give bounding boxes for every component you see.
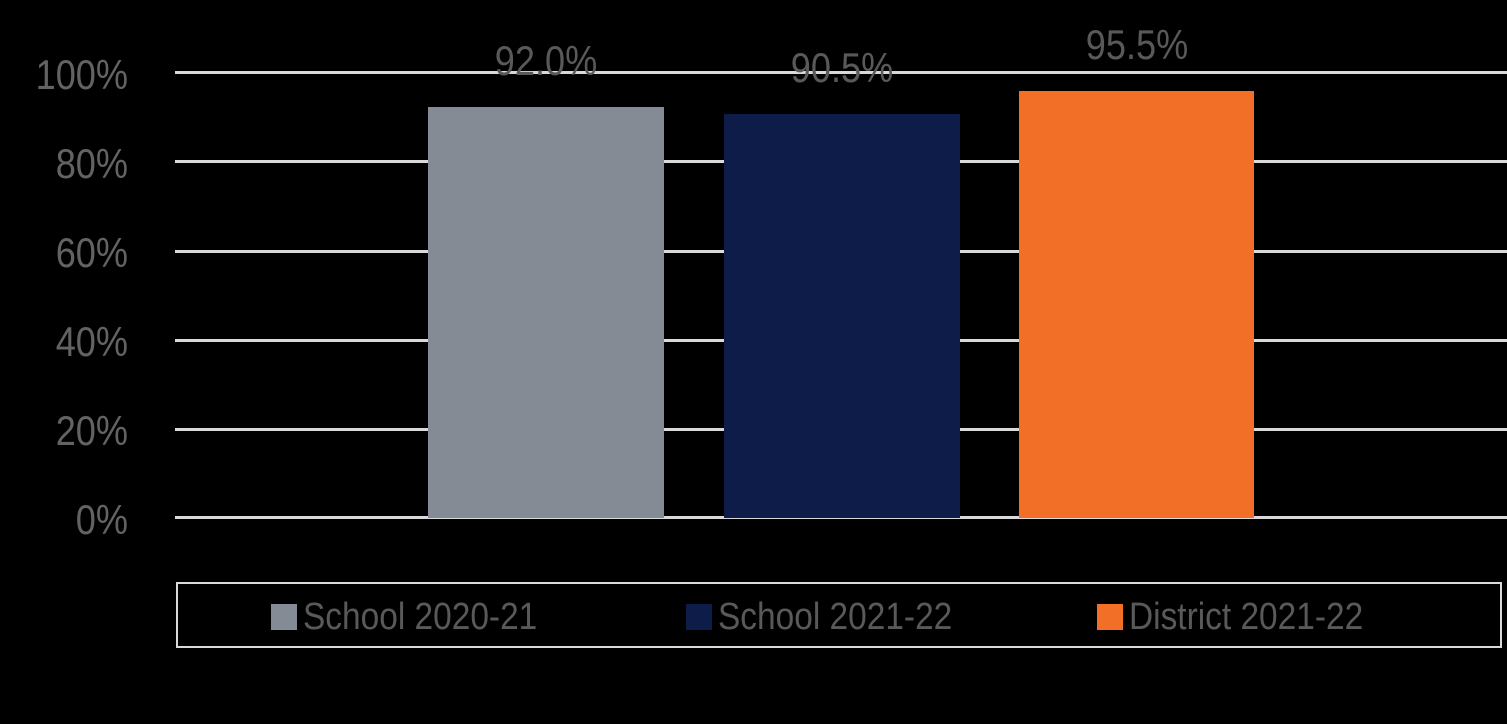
bar-school-2021-22 — [724, 114, 960, 518]
data-label-school-2021-22: 90.5% — [790, 44, 894, 91]
legend-label: District 2021-22 — [1129, 596, 1364, 638]
y-tick-80: 80% — [55, 140, 128, 187]
legend-label: School 2021-22 — [718, 596, 953, 638]
legend-item-school-2020-21: School 2020-21 — [271, 598, 569, 636]
gridline-100 — [175, 71, 1507, 74]
legend-label: School 2020-21 — [303, 596, 538, 638]
y-tick-0: 0% — [75, 496, 128, 543]
y-tick-100: 100% — [35, 51, 128, 98]
legend-swatch — [1097, 604, 1123, 630]
y-tick-60: 60% — [55, 229, 128, 276]
y-tick-20: 20% — [55, 407, 128, 454]
y-tick-40: 40% — [55, 318, 128, 365]
bar-school-2020-21 — [428, 107, 664, 518]
legend-item-district-2021-22: District 2021-22 — [1097, 598, 1395, 636]
legend-item-school-2021-22: School 2021-22 — [686, 598, 984, 636]
legend: School 2020-21 School 2021-22 District 2… — [176, 582, 1502, 648]
data-label-school-2020-21: 92.0% — [494, 37, 598, 84]
data-label-district-2021-22: 95.5% — [1085, 21, 1189, 68]
bar-district-2021-22 — [1019, 91, 1254, 518]
legend-swatch — [271, 604, 297, 630]
legend-swatch — [686, 604, 712, 630]
